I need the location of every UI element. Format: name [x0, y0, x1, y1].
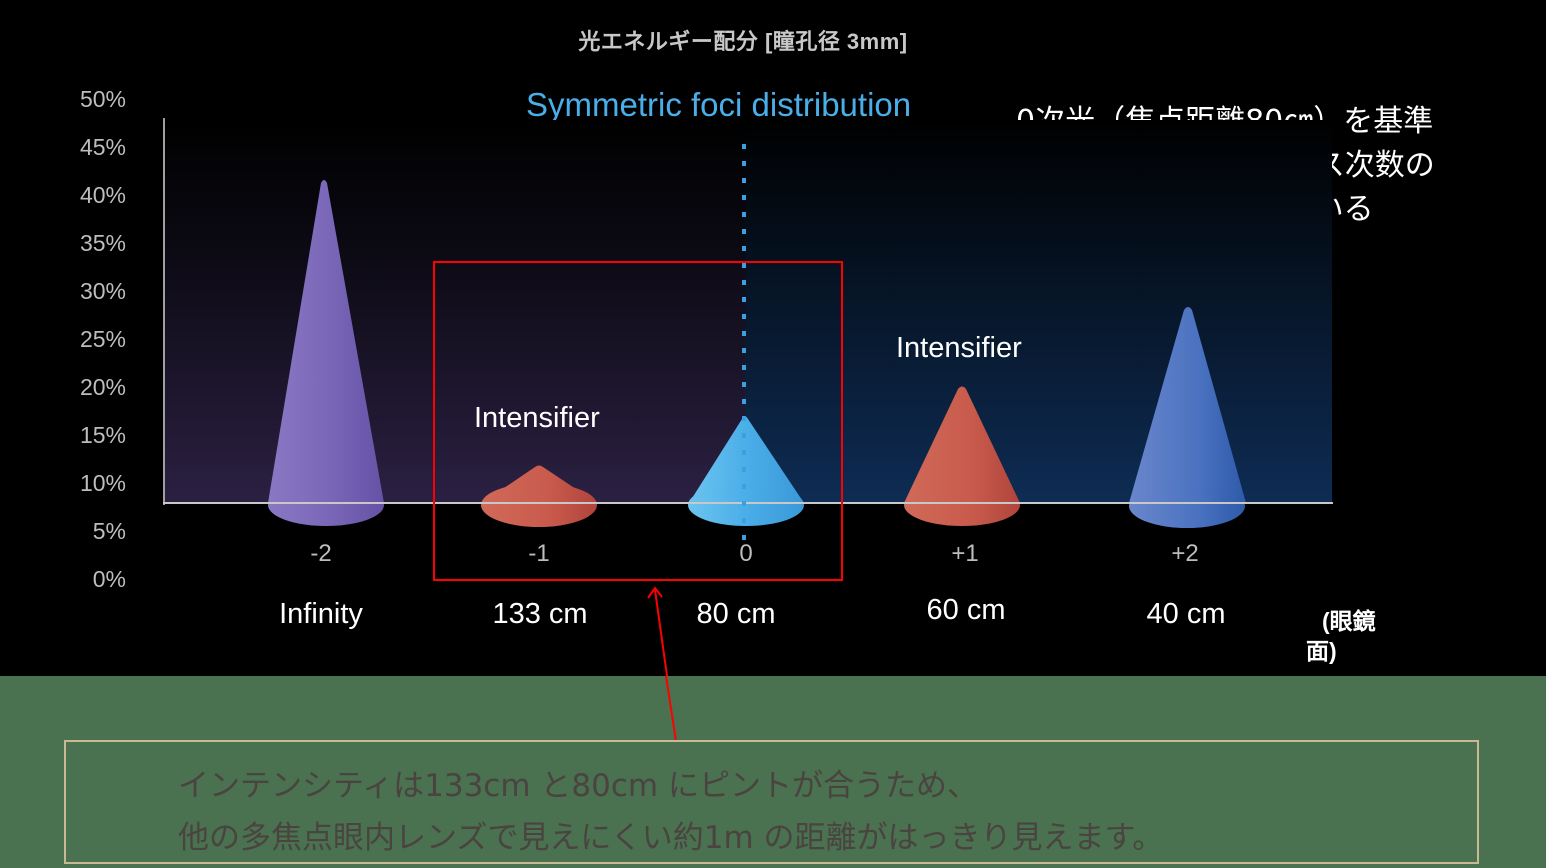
distance-label: 40 cm	[1146, 598, 1226, 630]
plot-background-left	[165, 120, 745, 503]
y-tick: 5%	[92, 518, 126, 544]
order-label: -2	[310, 540, 332, 567]
cone-minus-2	[268, 180, 384, 526]
footer-band	[0, 676, 1546, 868]
y-tick: 50%	[79, 86, 126, 112]
y-tick: 10%	[79, 470, 126, 496]
highlight-box	[433, 261, 843, 581]
y-tick: 20%	[79, 374, 126, 400]
distance-label: 133 cm	[492, 598, 588, 630]
order-label: +1	[951, 540, 979, 567]
y-tick: 45%	[79, 134, 126, 160]
chart-subtitle: Symmetric foci distribution	[526, 86, 912, 123]
y-tick: 40%	[79, 182, 126, 208]
chart-title: 光エネルギー配分 [瞳孔径 3mm]	[578, 29, 908, 54]
distance-label: 60 cm	[926, 594, 1006, 626]
distance-label: Infinity	[279, 598, 363, 630]
footer-note-line-2: 他の多焦点眼内レンズで見えにくい約1m の距離がはっきり見えます。	[178, 820, 1164, 856]
unit-line-2: 面)	[1306, 638, 1337, 664]
distance-unit-note: (眼鏡 面)	[1306, 606, 1396, 666]
distance-label: 80 cm	[696, 598, 776, 630]
cone-minus-1	[481, 465, 597, 527]
cone-plus-2	[1129, 307, 1246, 528]
intensifier-label-right: Intensifier	[896, 332, 1022, 364]
footer-note-line-1: インテンシティは133cm と80cm にピントが合うため、	[178, 768, 978, 804]
order-label: 0	[739, 540, 753, 567]
order-label: +2	[1171, 540, 1199, 567]
y-tick: 0%	[92, 566, 126, 592]
y-tick: 25%	[79, 326, 126, 352]
y-tick: 15%	[79, 422, 126, 448]
order-label: -1	[528, 540, 550, 567]
intensifier-label-left: Intensifier	[474, 402, 600, 434]
cone-zero	[688, 416, 804, 526]
cone-series	[268, 180, 1246, 676]
red-arrow	[647, 586, 669, 676]
y-axis-line	[163, 118, 165, 505]
y-tick: 30%	[79, 278, 126, 304]
symmetry-dotted-line	[742, 144, 746, 544]
cone-plus-1	[904, 386, 1020, 526]
y-tick: 35%	[79, 230, 126, 256]
x-axis-line	[163, 502, 1333, 504]
unit-line-1: (眼鏡	[1322, 608, 1376, 634]
footer-note-box: インテンシティは133cm と80cm にピントが合うため、 他の多焦点眼内レン…	[64, 740, 1479, 864]
